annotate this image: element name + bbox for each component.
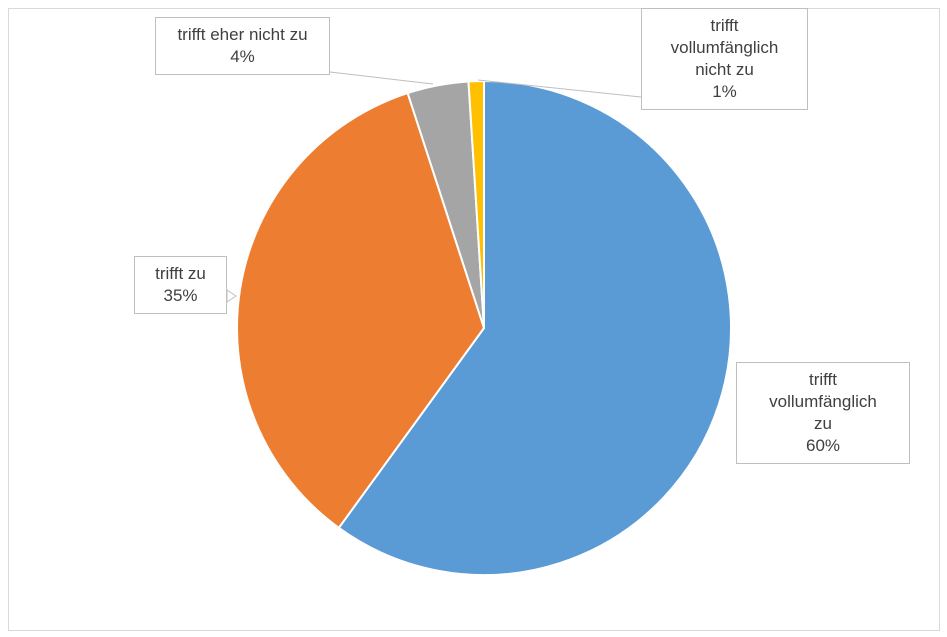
pie-slice (337, 79, 732, 576)
callout-pointer (226, 289, 237, 303)
leader-line (329, 71, 434, 85)
value-label: 35% (163, 286, 198, 305)
pie-slice (236, 91, 486, 530)
value-label: 1% (712, 82, 737, 101)
category-label: trifft vollumfänglich zu (769, 370, 877, 433)
value-label: 4% (230, 47, 255, 66)
data-label: trifft zu 35% (134, 256, 227, 314)
pie (236, 79, 732, 576)
value-label: 60% (805, 436, 841, 455)
category-label: trifft zu (155, 264, 206, 283)
leader-line (477, 79, 642, 98)
category-label: trifft eher nicht zu (177, 25, 308, 44)
data-label: trifft vollumfänglich zu 60% (736, 362, 910, 464)
data-label: trifft vollumfänglich nicht zu 1% (641, 8, 808, 110)
data-label: trifft eher nicht zu 4% (155, 17, 330, 75)
category-label: trifft vollumfänglich nicht zu (670, 16, 779, 79)
